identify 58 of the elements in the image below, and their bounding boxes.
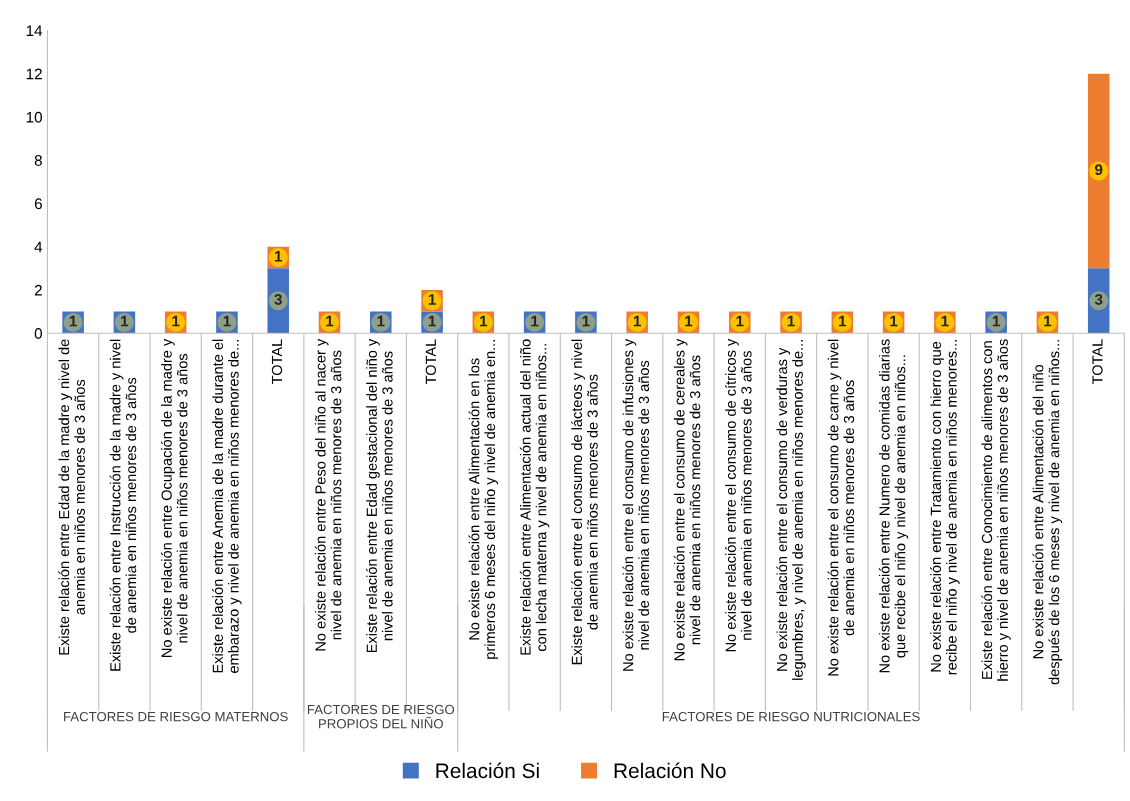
data-label: 3 — [274, 294, 282, 305]
x-tick-label: No existe relación entre el consumo de infusiones y nivel de anemia en niños menores de 3 años — [622, 338, 650, 671]
data-label: 1 — [736, 315, 744, 327]
x-tick-label: No existe relación entre Numero de comidas diarias que recibe el niño y nivel de anemia en niños... — [878, 339, 909, 673]
x-tick-label: No existe relación entre Ocupación de la madre y nivel de anemia en niños menores de 3 años — [160, 338, 188, 657]
x-tick-label: No existe relación entre el consumo de carne y nivel de anemia en niños menores de 3 años — [827, 339, 855, 676]
y-tick-label: 2 — [34, 284, 42, 296]
x-tick-label: Existe relación entre Anemia de la madre durante el embarazo y nivel de anemia en niños menores de... — [212, 339, 242, 673]
y-tick-label: 8 — [34, 155, 42, 166]
data-label: 1 — [787, 315, 795, 327]
y-tick-label: 12 — [26, 68, 42, 80]
x-tick-label: Existe relación entre Edad gestacional del niño y nivel de anemia en niños menores de 3 años — [366, 338, 393, 653]
data-label: 9 — [1094, 164, 1103, 176]
x-tick-label: No existe relación entre el consumo de cítricos y nivel de anemia en niños menores de 3 años — [725, 338, 752, 652]
y-tick-label: 4 — [34, 241, 43, 253]
y-tick-label: 0 — [34, 328, 42, 339]
x-tick-label: TOTAL — [425, 339, 436, 385]
data-label: 1 — [172, 315, 180, 327]
x-tick-label: TOTAL — [1092, 339, 1103, 385]
x-tick-label: Existe relación entre Instrucción de la madre y nivel de anemia en niños menores de 3 años — [109, 339, 137, 671]
data-label: 1 — [480, 315, 488, 327]
x-tick-label: No existe relación entre Peso del niño al nacer y nivel de anemia en niños menores de 3 años — [314, 338, 342, 651]
data-label: 1 — [274, 250, 283, 262]
data-label: 1 — [685, 315, 693, 327]
data-label: 1 — [1044, 315, 1052, 327]
data-label: 1 — [223, 315, 231, 327]
legend-label: Relación No — [614, 762, 726, 779]
data-label: 1 — [428, 294, 436, 305]
data-label: 3 — [1094, 294, 1103, 305]
data-label: 1 — [941, 315, 949, 327]
x-tick-label: Existe relación entre Edad de la madre y nivel de anemia en niños menores de 3 años — [58, 339, 85, 655]
data-label: 1 — [121, 315, 129, 327]
data-label: 1 — [633, 315, 642, 327]
data-label: 1 — [890, 315, 898, 327]
x-tick-label: No existe relación entre el consumo de verduras y legumbres, y nivel de anemia en niños menores de... — [776, 340, 806, 680]
data-label: 1 — [531, 315, 539, 327]
x-tick-label: Existe relación entre Alimentación actual del niño con lecha materna y nivel de anemia en niños... — [519, 339, 550, 655]
x-tick-label: TOTAL — [271, 339, 283, 385]
data-label: 1 — [992, 315, 1000, 327]
text: FACTORES DE RIESGO MATERNOS — [64, 711, 288, 722]
text: FACTORES DE RIESGO PROPIOS DEL NIÑO — [307, 704, 455, 729]
y-tick-label: 10 — [26, 111, 42, 123]
x-tick-label: No existe relación entre Tratamiento con hierro que recibe el niño y nivel de anemia en niños menores... — [930, 340, 960, 675]
bar — [1087, 73, 1110, 269]
x-tick-label: Existe relación entre Conocimiento de alimentos con hierro y nivel de anemia en niños menores de 3 años — [981, 339, 1011, 681]
y-tick-label: 6 — [34, 198, 42, 210]
x-tick-label: No existe relación entre Alimentación del niño después de los 6 meses y nivel de anemia en niños... — [1032, 340, 1063, 685]
text: FACTORES DE RIESGO NUTRICIONALES — [662, 711, 920, 722]
y-tick-label: 14 — [26, 25, 43, 36]
legend-label: Relación Si — [436, 762, 539, 779]
data-label: 1 — [839, 315, 847, 327]
data-label: 1 — [428, 315, 436, 327]
data-label: 1 — [582, 315, 590, 327]
x-tick-label: No existe relación entre Alimentación en los primeros 6 meses del niño y nivel de anemia en... — [468, 340, 498, 659]
data-label: 1 — [377, 315, 385, 327]
x-tick-label: Existe relación entre el consumo de lácteos y nivel de anemia en niños menores de 3 años — [571, 339, 598, 665]
data-label: 1 — [326, 315, 334, 327]
data-label: 1 — [69, 315, 77, 327]
